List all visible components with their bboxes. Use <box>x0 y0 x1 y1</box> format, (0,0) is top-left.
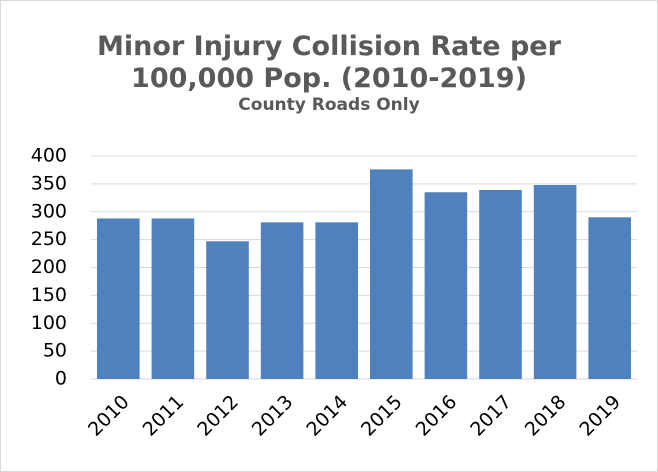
y-tick-label: 350 <box>31 172 67 194</box>
x-tick-label: 2013 <box>248 391 298 441</box>
bar <box>424 192 468 379</box>
y-tick-label: 50 <box>43 340 67 362</box>
bar <box>260 222 304 379</box>
bar <box>588 217 631 379</box>
x-tick-label: 2018 <box>521 391 571 441</box>
y-tick-label: 100 <box>31 312 67 334</box>
y-tick-label: 150 <box>31 284 67 306</box>
y-tick-label: 0 <box>55 368 67 390</box>
bar <box>97 218 140 379</box>
x-tick-label: 2016 <box>412 391 462 441</box>
y-tick-label: 400 <box>31 145 67 167</box>
x-tick-label: 2014 <box>302 391 352 441</box>
bar <box>533 184 577 379</box>
y-tick-label: 250 <box>31 228 67 250</box>
x-tick-label: 2017 <box>466 391 516 441</box>
bar <box>151 218 195 379</box>
bar <box>370 169 413 379</box>
x-tick-label: 2019 <box>575 391 625 441</box>
chart-subtitle: County Roads Only <box>238 95 420 115</box>
y-tick-label: 300 <box>31 200 67 222</box>
bar <box>315 222 358 379</box>
bar <box>479 190 522 379</box>
bar <box>206 241 249 379</box>
x-tick-label: 2010 <box>84 391 134 441</box>
x-tick-label: 2015 <box>357 391 407 441</box>
title-block: Minor Injury Collision Rate per 100,000 … <box>1 31 657 115</box>
chart-title: Minor Injury Collision Rate per 100,000 … <box>97 31 561 94</box>
x-tick-label: 2011 <box>139 391 189 441</box>
y-tick-label: 200 <box>31 256 67 278</box>
x-tick-label: 2012 <box>193 391 243 441</box>
